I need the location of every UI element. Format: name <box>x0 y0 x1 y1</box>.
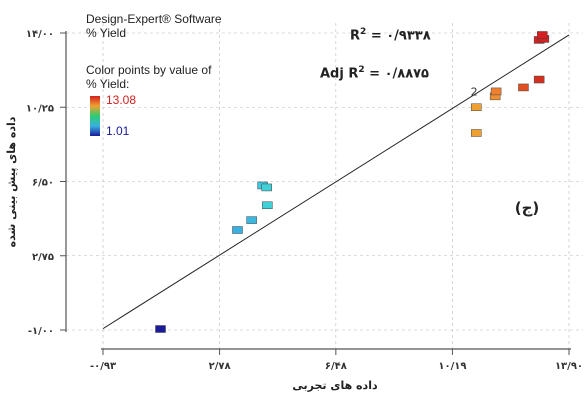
adj-r2-label: Adj R <box>320 66 359 82</box>
data-point <box>262 201 273 210</box>
x-tick-label: ۱۰/۱۹ <box>438 361 466 372</box>
data-point <box>490 87 502 96</box>
data-point <box>533 75 545 84</box>
data-point <box>471 129 482 137</box>
data-point <box>537 31 548 39</box>
adj-r2-value: = ۰/۸۸۷۵ <box>369 66 429 82</box>
software-name: Design-Expert® Software <box>86 12 222 26</box>
y-axis-title: داده های پیش بینی شده <box>5 116 18 247</box>
y-tick-label: -۱/۰۰ <box>28 326 54 337</box>
r2-label: R <box>350 28 361 44</box>
adj-r-squared: Adj R2 = ۰/۸۸۷۵ <box>320 65 429 81</box>
r2-value: = ۰/۹۳۳۸ <box>370 28 431 44</box>
data-point <box>471 103 482 111</box>
response-name: % Yield <box>86 26 127 40</box>
y-tick-label: ۱۰/۲۵ <box>26 103 54 114</box>
y-tick-label: ۲/۷۵ <box>32 252 54 263</box>
color-legend-subtitle: % Yield: <box>86 77 130 91</box>
fit-line <box>102 34 570 330</box>
r-squared: R2 = ۰/۹۳۳۸ <box>350 27 431 43</box>
data-point <box>261 183 272 192</box>
x-tick-label: ۱۳/۹۰ <box>555 361 583 372</box>
data-point <box>232 226 243 234</box>
adj-r2-exponent: 2 <box>358 65 365 75</box>
color-scale-bar <box>90 96 100 136</box>
color-scale-min: 1.01 <box>106 124 130 138</box>
point-count-label: 2 <box>471 85 478 98</box>
panel-label: (ج) <box>515 199 540 217</box>
y-tick-label: ۱۴/۰۰ <box>26 29 54 40</box>
data-point <box>246 216 257 224</box>
data-point <box>518 83 529 92</box>
color-legend-title: Color points by value of <box>86 63 212 77</box>
x-tick-label: ۶/۴۸ <box>325 361 347 372</box>
x-axis-title: داده های تجربی <box>292 379 378 392</box>
data-point <box>155 325 166 333</box>
x-tick-label: -۰/۹۳ <box>90 361 116 372</box>
y-tick-label: ۶/۵۰ <box>32 178 54 189</box>
color-scale-max: 13.08 <box>106 93 137 107</box>
x-tick-label: ۲/۷۸ <box>209 361 231 372</box>
r2-exponent: 2 <box>360 27 367 37</box>
